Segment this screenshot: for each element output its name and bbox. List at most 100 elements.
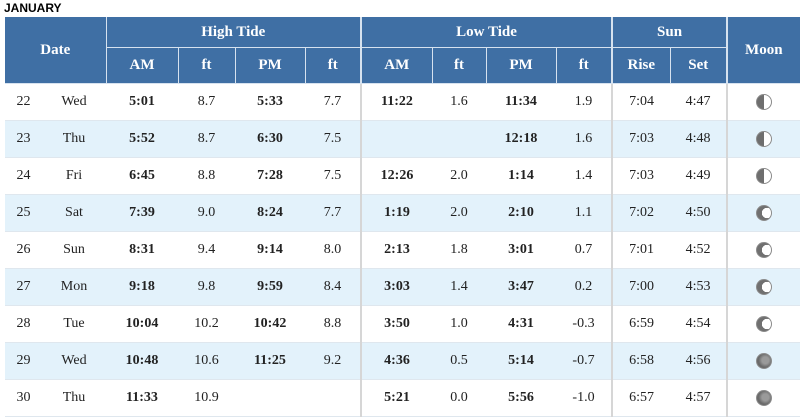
high-tide-am-height: 8.7 <box>178 83 235 121</box>
high-tide-pm-height: 7.7 <box>305 194 361 232</box>
header-high-pm-ft: ft <box>305 47 362 84</box>
high-tide-am-height: 9.8 <box>178 268 235 306</box>
high-tide-pm-time: 11:25 <box>235 342 305 380</box>
low-tide-am-time: 11:22 <box>360 83 432 121</box>
header-moon: Moon <box>726 17 800 84</box>
high-tide-pm-time: 9:59 <box>235 268 305 306</box>
low-tide-pm-height: 1.6 <box>556 120 613 158</box>
weekday-cell: Thu <box>42 120 106 158</box>
high-tide-am-time: 6:45 <box>106 157 178 195</box>
header-low-tide: Low Tide <box>359 17 613 48</box>
low-tide-pm-height: -0.7 <box>556 342 613 380</box>
high-tide-pm-time: 7:28 <box>235 157 305 195</box>
low-tide-am-time: 5:21 <box>360 379 432 417</box>
sunrise-cell: 7:03 <box>611 157 671 195</box>
high-tide-pm-height: 8.0 <box>305 231 361 269</box>
header-high-pm: PM <box>235 47 306 84</box>
moon-cell <box>726 157 800 195</box>
sunset-cell: 4:50 <box>670 194 728 232</box>
first-quarter-moon-icon <box>756 130 773 147</box>
moon-cell <box>726 342 800 380</box>
high-tide-am-height: 10.9 <box>178 379 235 417</box>
table-row: 30 Thu 11:33 10.9 5:21 0.0 5:56 -1.0 6:57 4:57 <box>5 379 800 417</box>
day-cell: 28 <box>5 305 42 343</box>
sunrise-cell: 6:57 <box>611 379 671 417</box>
header-sunset: Set <box>670 47 728 84</box>
header-low-pm-ft: ft <box>556 47 613 84</box>
high-tide-pm-time: 10:42 <box>235 305 305 343</box>
header-low-am: AM <box>360 47 433 84</box>
sunset-cell: 4:47 <box>670 83 728 121</box>
day-cell: 24 <box>5 157 42 195</box>
table-row: 27 Mon 9:18 9.8 9:59 8.4 3:03 1.4 3:47 0.2 7:00 4:5… <box>5 268 800 306</box>
low-tide-am-height: 1.0 <box>432 305 486 343</box>
high-tide-pm-time: 6:30 <box>235 120 305 158</box>
table-row: 29 Wed 10:48 10.6 11:25 9.2 4:36 0.5 5:14 -0.7 6:5… <box>5 342 800 380</box>
low-tide-pm-height: -0.3 <box>556 305 613 343</box>
moon-cell <box>726 268 800 306</box>
high-tide-pm-height <box>305 379 361 417</box>
weekday-cell: Sat <box>42 194 106 232</box>
high-tide-pm-time: 8:24 <box>235 194 305 232</box>
sunrise-cell: 6:59 <box>611 305 671 343</box>
low-tide-pm-height: 1.9 <box>556 83 613 121</box>
moon-cell <box>726 120 800 158</box>
sunrise-cell: 7:03 <box>611 120 671 158</box>
header-high-tide: High Tide <box>106 17 362 48</box>
high-tide-am-height: 8.8 <box>178 157 235 195</box>
low-tide-am-height: 0.0 <box>432 379 486 417</box>
low-tide-pm-height: 1.1 <box>556 194 613 232</box>
high-tide-am-height: 9.4 <box>178 231 235 269</box>
table-row: 24 Fri 6:45 8.8 7:28 7.5 12:26 2.0 1:14 1.4 7:03 4:… <box>5 157 800 195</box>
day-cell: 23 <box>5 120 42 158</box>
low-tide-pm-time: 3:47 <box>486 268 556 306</box>
high-tide-pm-height: 7.7 <box>305 83 361 121</box>
day-cell: 22 <box>5 83 42 121</box>
waxing-gibbous-moon-icon <box>756 241 773 258</box>
high-tide-am-time: 8:31 <box>106 231 178 269</box>
low-tide-pm-height: 0.7 <box>556 231 613 269</box>
high-tide-pm-height: 9.2 <box>305 342 361 380</box>
moon-cell <box>726 379 800 417</box>
sunset-cell: 4:49 <box>670 157 728 195</box>
day-cell: 29 <box>5 342 42 380</box>
high-tide-am-time: 11:33 <box>106 379 178 417</box>
low-tide-pm-height: 1.4 <box>556 157 613 195</box>
low-tide-am-height <box>432 120 486 158</box>
header-high-am-ft: ft <box>178 47 236 84</box>
low-tide-am-time: 2:13 <box>360 231 432 269</box>
low-tide-am-time: 3:03 <box>360 268 432 306</box>
weekday-cell: Fri <box>42 157 106 195</box>
low-tide-am-height: 0.5 <box>432 342 486 380</box>
waxing-gibbous-moon-icon <box>756 315 773 332</box>
low-tide-pm-height: 0.2 <box>556 268 613 306</box>
high-tide-am-time: 10:48 <box>106 342 178 380</box>
month-title: JANUARY <box>4 1 62 15</box>
high-tide-am-time: 5:01 <box>106 83 178 121</box>
sunrise-cell: 7:00 <box>611 268 671 306</box>
weekday-cell: Sun <box>42 231 106 269</box>
low-tide-pm-time: 3:01 <box>486 231 556 269</box>
low-tide-pm-time: 5:14 <box>486 342 556 380</box>
sunset-cell: 4:48 <box>670 120 728 158</box>
sunset-cell: 4:56 <box>670 342 728 380</box>
table-row: 22 Wed 5:01 8.7 5:33 7.7 11:22 1.6 11:34 1.9 7:04 4… <box>5 83 800 121</box>
low-tide-am-height: 1.4 <box>432 268 486 306</box>
low-tide-pm-time: 2:10 <box>486 194 556 232</box>
sunrise-cell: 7:04 <box>611 83 671 121</box>
high-tide-pm-time: 5:33 <box>235 83 305 121</box>
tide-table: Date High Tide Low Tide Sun Moon AM ft P… <box>5 17 800 417</box>
full-moon-icon <box>756 389 773 406</box>
sunrise-cell: 7:02 <box>611 194 671 232</box>
table-row: 25 Sat 7:39 9.0 8:24 7.7 1:19 2.0 2:10 1.1 7:02 4:5… <box>5 194 800 232</box>
low-tide-pm-time: 4:31 <box>486 305 556 343</box>
low-tide-am-height: 2.0 <box>432 157 486 195</box>
day-cell: 27 <box>5 268 42 306</box>
table-row: 23 Thu 5:52 8.7 6:30 7.5 12:18 1.6 7:03 4:48 <box>5 120 800 158</box>
weekday-cell: Thu <box>42 379 106 417</box>
low-tide-am-height: 1.8 <box>432 231 486 269</box>
low-tide-pm-height: -1.0 <box>556 379 613 417</box>
low-tide-pm-time: 11:34 <box>486 83 556 121</box>
low-tide-am-time: 3:50 <box>360 305 432 343</box>
high-tide-am-time: 5:52 <box>106 120 178 158</box>
